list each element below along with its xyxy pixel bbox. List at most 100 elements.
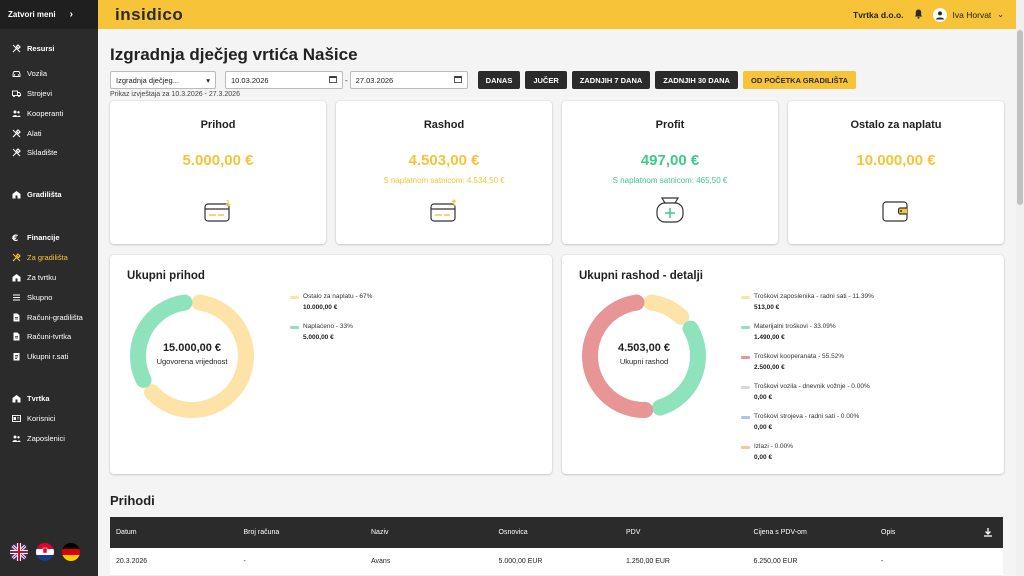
sidebar: Zatvori meni › Resursi Vozila Strojevi Koop…	[0, 0, 98, 576]
sidebar-item-label: Ukupni r.sati	[27, 351, 69, 361]
column-header[interactable]: Osnovica	[498, 529, 528, 536]
donut-segment[interactable]	[651, 320, 706, 416]
donut-segment[interactable]	[130, 294, 193, 388]
croatian-flag-icon[interactable]	[36, 543, 54, 561]
column-header[interactable]: PDV	[626, 529, 641, 536]
since-start-button[interactable]: OD POČETKA GRADILIŠTA	[742, 71, 857, 89]
legend-value: 0,00 €	[754, 394, 773, 401]
sidebar-group-label: Tvrtka	[27, 393, 50, 403]
table-cell: 5.000,00 EUR	[498, 558, 543, 565]
sidebar-item-label: Zaposlenici	[27, 433, 65, 443]
legend-value: 10.000,00 €	[303, 304, 338, 311]
column-header[interactable]: Naziv	[371, 529, 389, 536]
sidebar-item[interactable]: Računi-gradilišta	[11, 311, 83, 323]
table-row[interactable]: 20.3.2026 - Avans 5.000,00 EUR 1.250,00 EUR 6…	[110, 548, 1003, 576]
sidebar-item[interactable]: Zaposlenici	[11, 432, 65, 444]
sidebar-item-label: Računi-gradilišta	[27, 312, 83, 322]
sidebar-group-resursi[interactable]: Resursi	[11, 42, 55, 54]
legend-item[interactable]: Troškovi vozila - dnevnik vožnje - 0.00%…	[741, 383, 870, 401]
chevron-down-icon[interactable]: ⌄	[997, 10, 1004, 19]
column-header[interactable]: Broj računa	[243, 529, 280, 536]
users-icon	[11, 433, 21, 443]
donut-segment[interactable]	[144, 294, 254, 418]
page-scrollbar[interactable]	[1016, 0, 1024, 576]
download-icon[interactable]	[983, 527, 993, 539]
bell-icon[interactable]	[914, 9, 923, 21]
sidebar-item[interactable]: Skladište	[11, 146, 57, 158]
calendar-icon[interactable]	[329, 75, 337, 85]
sidebar-item[interactable]: Kooperanti	[11, 107, 63, 119]
logo[interactable]: insidico	[115, 4, 184, 24]
sidebar-item[interactable]: Ukupni r.sati	[11, 350, 68, 362]
wallet-in-icon	[204, 199, 232, 228]
kpi-card-profit: Profit 497,00 € S naplatnom satnicom: 46…	[562, 101, 778, 244]
legend-item[interactable]: Izlazi - 0.00% 0,00 €	[741, 443, 793, 461]
income-chart-card: Ukupni prihod 15.000,00 € Ugovorena vrij…	[110, 255, 552, 474]
column-header[interactable]: Opis	[881, 529, 896, 536]
date-from-input[interactable]: 10.03.2026	[225, 71, 343, 89]
legend-item[interactable]: Troškovi kooperanata - 55.52% 2.500,00 €	[741, 353, 844, 371]
sidebar-group-gradilišta[interactable]: Gradilišta	[11, 188, 62, 200]
sidebar-item[interactable]: Skupno	[11, 291, 52, 303]
donut-center-label: Ugovorena vrijednost	[156, 357, 228, 366]
kpi-value: 10.000,00 €	[856, 152, 936, 169]
sidebar-item[interactable]: Za gradilišta	[11, 251, 68, 263]
legend-item[interactable]: Naplaćeno - 33% 5.000,00 €	[290, 323, 353, 341]
sidebar-item[interactable]: Alati	[11, 127, 42, 139]
document-icon	[11, 312, 21, 322]
sidebar-group-financije[interactable]: € Financije	[11, 231, 60, 243]
users-icon	[11, 108, 21, 118]
date-to-input[interactable]: 27.03.2026	[349, 71, 468, 89]
legend-label: Naplaćeno - 33%	[303, 323, 353, 330]
column-header[interactable]: Cijena s PDV-om	[753, 529, 807, 536]
sidebar-toggle[interactable]: Zatvori meni ›	[0, 0, 98, 29]
yesterday-button[interactable]: JUČER	[525, 71, 567, 89]
calendar-icon[interactable]	[453, 75, 462, 85]
german-flag-icon[interactable]	[62, 543, 80, 561]
sidebar-item[interactable]: Strojevi	[11, 87, 52, 99]
sidebar-item-label: Skladište	[27, 147, 58, 157]
user-name[interactable]: Iva Horvat	[952, 9, 992, 20]
donut-segment[interactable]	[643, 294, 690, 325]
kpi-subtitle: S naplatnom satnicom: 4.534,50 €	[383, 176, 505, 185]
company-name: Tvrtka d.o.o.	[853, 9, 904, 20]
kpi-subtitle: S naplatnom satnicom: 465,50 €	[612, 176, 728, 185]
table-cell: Avans	[371, 558, 391, 565]
tools-icon	[11, 252, 21, 262]
table-cell: 6.250,00 EUR	[753, 558, 798, 565]
document-icon	[11, 331, 21, 341]
legend-item[interactable]: Ostalo za naplatu - 67% 10.000,00 €	[290, 293, 372, 311]
last-7-days-button[interactable]: ZADNJIH 7 DANA	[571, 71, 651, 89]
donut-center: 4.503,00 € Ukupni rashod	[577, 342, 711, 366]
donut-segment[interactable]	[582, 294, 654, 418]
tools-icon	[11, 128, 21, 138]
sidebar-item[interactable]: Korisnici	[11, 412, 55, 424]
sidebar-item-label: Strojevi	[27, 88, 53, 98]
legend-value: 513,00 €	[754, 304, 780, 311]
column-header[interactable]: Datum	[116, 529, 137, 536]
sidebar-group-label: Resursi	[27, 43, 55, 53]
sidebar-item-label: Za tvrtku	[27, 272, 57, 282]
sidebar-group-label: Gradilišta	[27, 189, 62, 199]
sidebar-item[interactable]: Računi-tvrtka	[11, 330, 71, 342]
sidebar-item[interactable]: Za tvrtku	[11, 271, 56, 283]
kpi-title: Ostalo za naplatu	[850, 119, 942, 131]
building-icon	[11, 189, 21, 199]
scroll-thumb[interactable]	[1017, 30, 1023, 205]
legend-item[interactable]: Troškovi strojeva - radni sati - 0.00% 0,…	[741, 413, 859, 431]
legend-item[interactable]: Troškovi zaposlenika - radni sati - 11.3…	[741, 293, 874, 311]
legend-item[interactable]: Materijalni troškovi - 33.09% 1.490,00 €	[741, 323, 836, 341]
today-button[interactable]: DANAS	[477, 71, 521, 89]
bag-plus-icon	[656, 197, 684, 228]
legend-swatch	[290, 296, 299, 299]
project-select[interactable]: Izgradnja dječjeg... ▾	[110, 71, 216, 89]
sidebar-item[interactable]: Vozila	[11, 67, 47, 79]
table-cell: 20.3.2026	[116, 558, 148, 565]
language-switcher	[10, 543, 80, 561]
avatar[interactable]	[932, 7, 947, 22]
sidebar-group-tvrtka[interactable]: Tvrtka	[11, 392, 50, 404]
english-flag-icon[interactable]	[10, 543, 28, 561]
last-30-days-button[interactable]: ZADNJIH 30 DANA	[655, 71, 738, 89]
legend-value: 5.000,00 €	[303, 334, 334, 341]
legend-swatch	[290, 326, 299, 329]
